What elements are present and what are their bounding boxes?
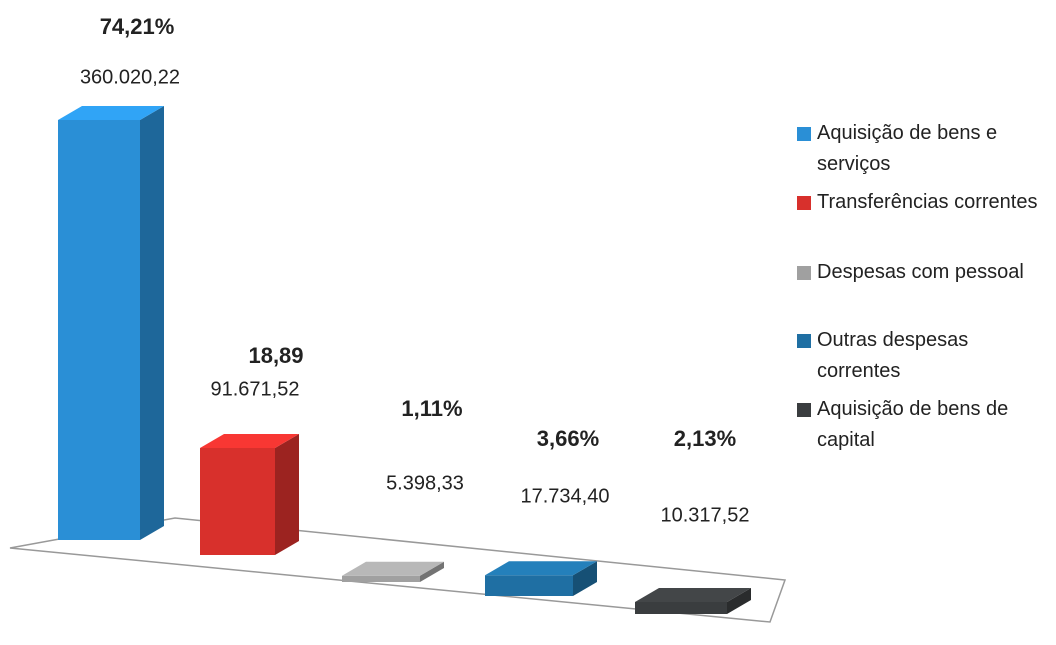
legend-item: Aquisição de bens de capital: [797, 394, 1047, 456]
value-label: 360.020,22: [80, 66, 180, 88]
bar-side: [140, 106, 164, 540]
legend-label: Outras despesas correntes: [817, 329, 969, 382]
percentage-label: 2,13%: [674, 426, 736, 451]
value-label: 10.317,52: [661, 504, 750, 526]
bar-top: [485, 561, 597, 576]
legend-swatch: [797, 334, 811, 348]
legend-swatch: [797, 127, 811, 141]
percentage-label: 18,89: [248, 343, 303, 368]
bar-side: [573, 561, 597, 596]
bar-front: [200, 448, 275, 555]
legend-label: Despesas com pessoal: [817, 261, 1024, 283]
legend-item: Aquisição de bens e serviços: [797, 118, 1047, 180]
bar-top: [635, 587, 751, 602]
bar-side: [420, 561, 444, 582]
value-label: 91.671,52: [211, 378, 300, 400]
bar: [635, 587, 751, 614]
legend-label: Transferências correntes: [817, 191, 1038, 213]
legend-swatch: [797, 266, 811, 280]
bar-top: [200, 434, 299, 449]
percentage-label: 1,11%: [401, 396, 462, 421]
bar: [58, 106, 164, 540]
bar-top: [342, 561, 444, 576]
legend-label: Aquisição de bens de capital: [817, 398, 1009, 451]
legend-item: Despesas com pessoal: [797, 257, 1047, 288]
bar: [485, 561, 597, 596]
legend-swatch: [797, 196, 811, 210]
bar-top: [58, 106, 164, 120]
value-label: 5.398,33: [386, 472, 464, 494]
bar: [342, 561, 444, 582]
bar-side: [275, 434, 299, 555]
legend-item: Transferências correntes: [797, 187, 1047, 218]
legend-label: Aquisição de bens e serviços: [817, 122, 998, 175]
percentage-label: 3,66%: [537, 426, 599, 451]
value-label: 17.734,40: [521, 485, 610, 507]
bar: [200, 434, 299, 555]
bar-front: [635, 601, 727, 614]
bar-front: [58, 120, 140, 540]
legend-swatch: [797, 403, 811, 417]
legend-item: Outras despesas correntes: [797, 325, 1047, 387]
percentage-label: 74,21%: [100, 14, 175, 39]
bar-front: [485, 575, 573, 596]
bar-side: [727, 587, 751, 614]
bar-front: [342, 575, 420, 582]
